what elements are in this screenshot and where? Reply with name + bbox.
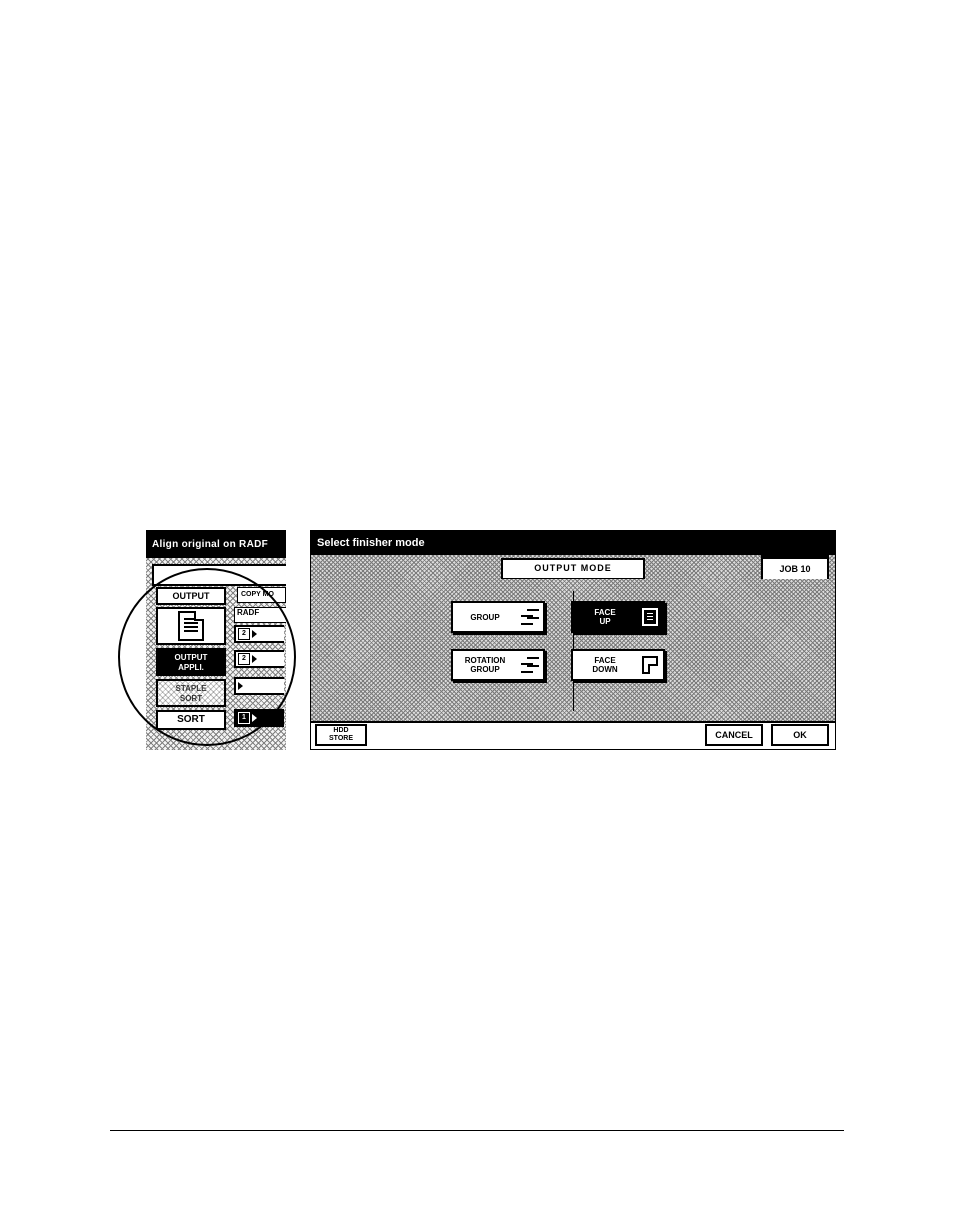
staple-sort-button[interactable]: STAPLE SORT (156, 679, 226, 707)
group-label: GROUP (453, 611, 517, 624)
indicator-4-value: 1 (238, 712, 250, 724)
face-up-label: FACE UP (573, 606, 637, 628)
hdd-store-button[interactable]: HDD STORE (315, 724, 367, 746)
left-partial-panel: Align original on RADF COPY MO OUTPUT OU… (146, 530, 286, 750)
mode-strip: OUTPUT MODE JOB 10 (311, 555, 835, 581)
job-tab[interactable]: JOB 10 (761, 555, 829, 581)
output-appli-line1: OUTPUT (175, 653, 208, 662)
left-header-text: Align original on RADF (152, 539, 268, 550)
rotation-group-label: ROTATION GROUP (453, 654, 517, 676)
document-icon (178, 611, 204, 641)
hdd-store-line1: HDD (333, 727, 348, 734)
sort-button[interactable]: SORT (156, 710, 226, 730)
mid-area: GROUP ROTATION GROUP FACE UP (311, 579, 835, 723)
side-indicator-1[interactable]: 2 (234, 625, 284, 643)
finisher-mode-panel: Select finisher mode OUTPUT MODE JOB 10 … (310, 530, 836, 750)
left-body: COPY MO OUTPUT OUTPUT APPLI. STAPLE SORT… (146, 558, 286, 750)
side-indicator-4[interactable]: 1 (234, 709, 284, 727)
bottom-bar: HDD STORE CANCEL OK (311, 721, 835, 749)
figure-area: Align original on RADF COPY MO OUTPUT OU… (146, 530, 836, 750)
right-header-text: Select finisher mode (317, 537, 425, 549)
staple-sort-line1: STAPLE (176, 684, 207, 693)
radf-label: RADF (234, 607, 286, 623)
side-indicator-3[interactable] (234, 677, 284, 695)
output-appli-button[interactable]: OUTPUT APPLI. (156, 648, 226, 676)
arrow-right-icon (252, 630, 257, 638)
face-down-button[interactable]: FACE DOWN (571, 649, 665, 681)
arrow-right-icon (238, 682, 243, 690)
output-button[interactable]: OUTPUT (156, 587, 226, 605)
arrow-right-icon (252, 655, 257, 663)
left-top-strip (152, 564, 286, 586)
face-down-icon (637, 656, 663, 674)
document-preview-button[interactable] (156, 607, 226, 645)
indicator-2-value: 2 (238, 653, 250, 665)
hdd-store-line2: STORE (329, 735, 353, 742)
page-rule (110, 1130, 844, 1131)
group-button[interactable]: GROUP (451, 601, 545, 633)
face-up-icon (637, 608, 663, 626)
staple-sort-line2: SORT (180, 694, 202, 703)
output-mode-tab[interactable]: OUTPUT MODE (501, 558, 645, 580)
cancel-button[interactable]: CANCEL (705, 724, 763, 746)
indicator-1-value: 2 (238, 628, 250, 640)
left-header: Align original on RADF (146, 530, 286, 558)
output-appli-line2: APPLI. (178, 663, 204, 672)
copy-mode-tab[interactable]: COPY MO (237, 587, 286, 603)
group-icon (517, 609, 543, 625)
face-down-label: FACE DOWN (573, 654, 637, 676)
face-up-button[interactable]: FACE UP (571, 601, 665, 633)
right-header: Select finisher mode (311, 531, 835, 555)
ok-button[interactable]: OK (771, 724, 829, 746)
arrow-right-icon (252, 714, 257, 722)
rotation-group-button[interactable]: ROTATION GROUP (451, 649, 545, 681)
rotation-group-icon (517, 657, 543, 673)
side-indicator-2[interactable]: 2 (234, 650, 284, 668)
